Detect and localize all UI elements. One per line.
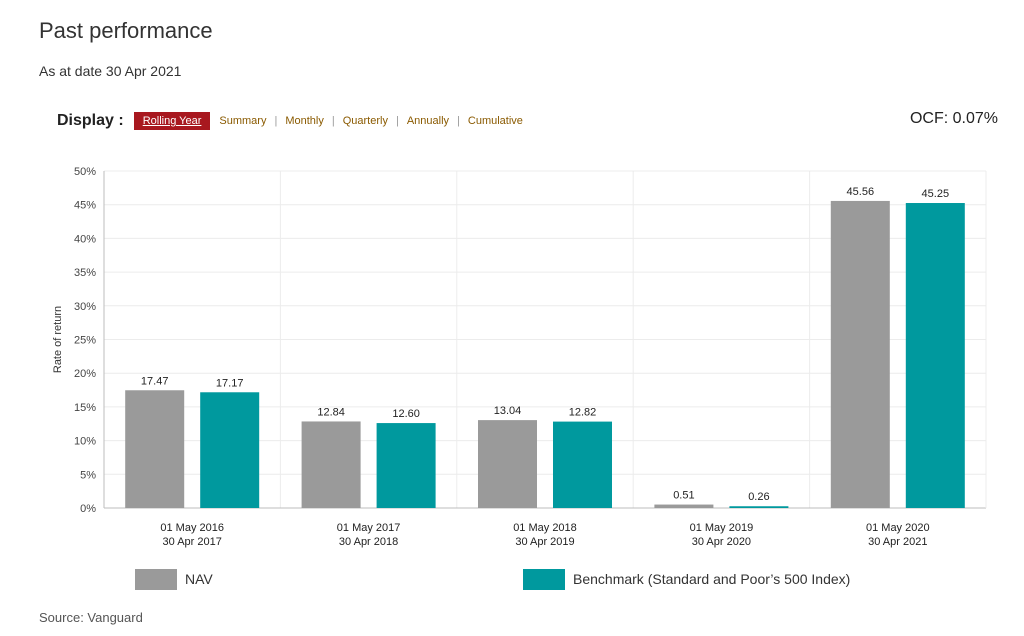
y-tick-label: 10% xyxy=(74,436,96,448)
display-label: Display : xyxy=(57,112,124,129)
y-tick-label: 20% xyxy=(74,368,96,380)
tab-separator: | xyxy=(331,115,335,127)
chart-legend: NAV Benchmark (Standard and Poor’s 500 I… xyxy=(0,569,1024,591)
as-at-date: As at date 30 Apr 2021 xyxy=(39,63,182,79)
tab-rolling-year[interactable]: Rolling Year xyxy=(133,112,211,130)
bar-nav xyxy=(478,420,537,508)
legend-swatch-nav xyxy=(135,569,177,590)
y-tick-label: 0% xyxy=(80,503,96,515)
data-label: 12.60 xyxy=(392,408,420,420)
bar-benchmark xyxy=(200,392,260,508)
display-selector: Display : Rolling Year Summary | Monthly… xyxy=(57,110,523,132)
x-tick-label: 01 May 2017 xyxy=(337,522,401,534)
x-tick-label: 01 May 2018 xyxy=(513,522,577,534)
tab-separator: | xyxy=(274,115,278,127)
y-tick-label: 45% xyxy=(74,200,96,212)
tab-separator: | xyxy=(457,115,460,127)
x-tick-label: 01 May 2016 xyxy=(160,522,224,534)
bar-nav xyxy=(830,200,890,508)
x-tick-label: 30 Apr 2017 xyxy=(163,536,222,548)
bar-nav xyxy=(654,504,714,508)
bar-nav xyxy=(125,390,185,508)
x-tick-label: 30 Apr 2020 xyxy=(692,536,751,548)
tab-quarterly[interactable]: Quarterly xyxy=(342,115,388,127)
x-tick-label: 30 Apr 2019 xyxy=(515,536,574,548)
tab-summary[interactable]: Summary xyxy=(219,115,267,127)
legend-swatch-benchmark xyxy=(523,569,565,590)
page-title: Past performance xyxy=(39,18,213,43)
x-tick-label: 30 Apr 2018 xyxy=(339,536,398,548)
y-tick-label: 5% xyxy=(80,469,96,481)
legend-label-nav: NAV xyxy=(185,571,213,587)
source-note: Source: Vanguard xyxy=(39,610,143,625)
performance-bar-chart: 0% 5% 10% 15% 20% 25% 30% 35% 40% 45% 50% Rate of r… xyxy=(52,166,987,548)
data-label: 17.17 xyxy=(216,377,244,389)
y-tick-label: 35% xyxy=(74,267,96,279)
data-label: 0.26 xyxy=(748,491,769,503)
bar-benchmark xyxy=(905,203,965,508)
data-label: 17.47 xyxy=(141,375,169,387)
data-label: 12.82 xyxy=(569,407,597,419)
y-tick-label: 40% xyxy=(74,233,96,245)
bar-benchmark xyxy=(376,423,436,508)
bar-nav xyxy=(301,421,361,508)
bar-benchmark xyxy=(729,506,789,508)
x-tick-label: 01 May 2019 xyxy=(690,522,754,534)
bar-benchmark xyxy=(553,421,612,508)
data-label: 45.25 xyxy=(922,188,950,200)
data-label: 13.04 xyxy=(494,405,522,417)
y-tick-label: 15% xyxy=(74,402,96,414)
tab-cumulative[interactable]: Cumulative xyxy=(467,115,523,127)
y-tick-label: 25% xyxy=(74,335,96,347)
legend-label-benchmark: Benchmark (Standard and Poor’s 500 Index… xyxy=(573,571,851,587)
y-axis-label: Rate of return xyxy=(52,306,64,373)
tab-annually[interactable]: Annually xyxy=(406,115,450,127)
x-tick-label: 30 Apr 2021 xyxy=(868,536,927,548)
tab-separator: | xyxy=(395,115,399,127)
data-label: 45.56 xyxy=(847,186,875,198)
y-tick-label: 50% xyxy=(74,166,96,178)
x-tick-label: 01 May 2020 xyxy=(866,522,930,534)
data-label: 12.84 xyxy=(317,406,345,418)
y-tick-label: 30% xyxy=(74,301,96,313)
ocf-value: OCF: 0.07% xyxy=(909,110,998,127)
data-label: 0.51 xyxy=(673,490,694,502)
tab-monthly[interactable]: Monthly xyxy=(285,115,324,127)
